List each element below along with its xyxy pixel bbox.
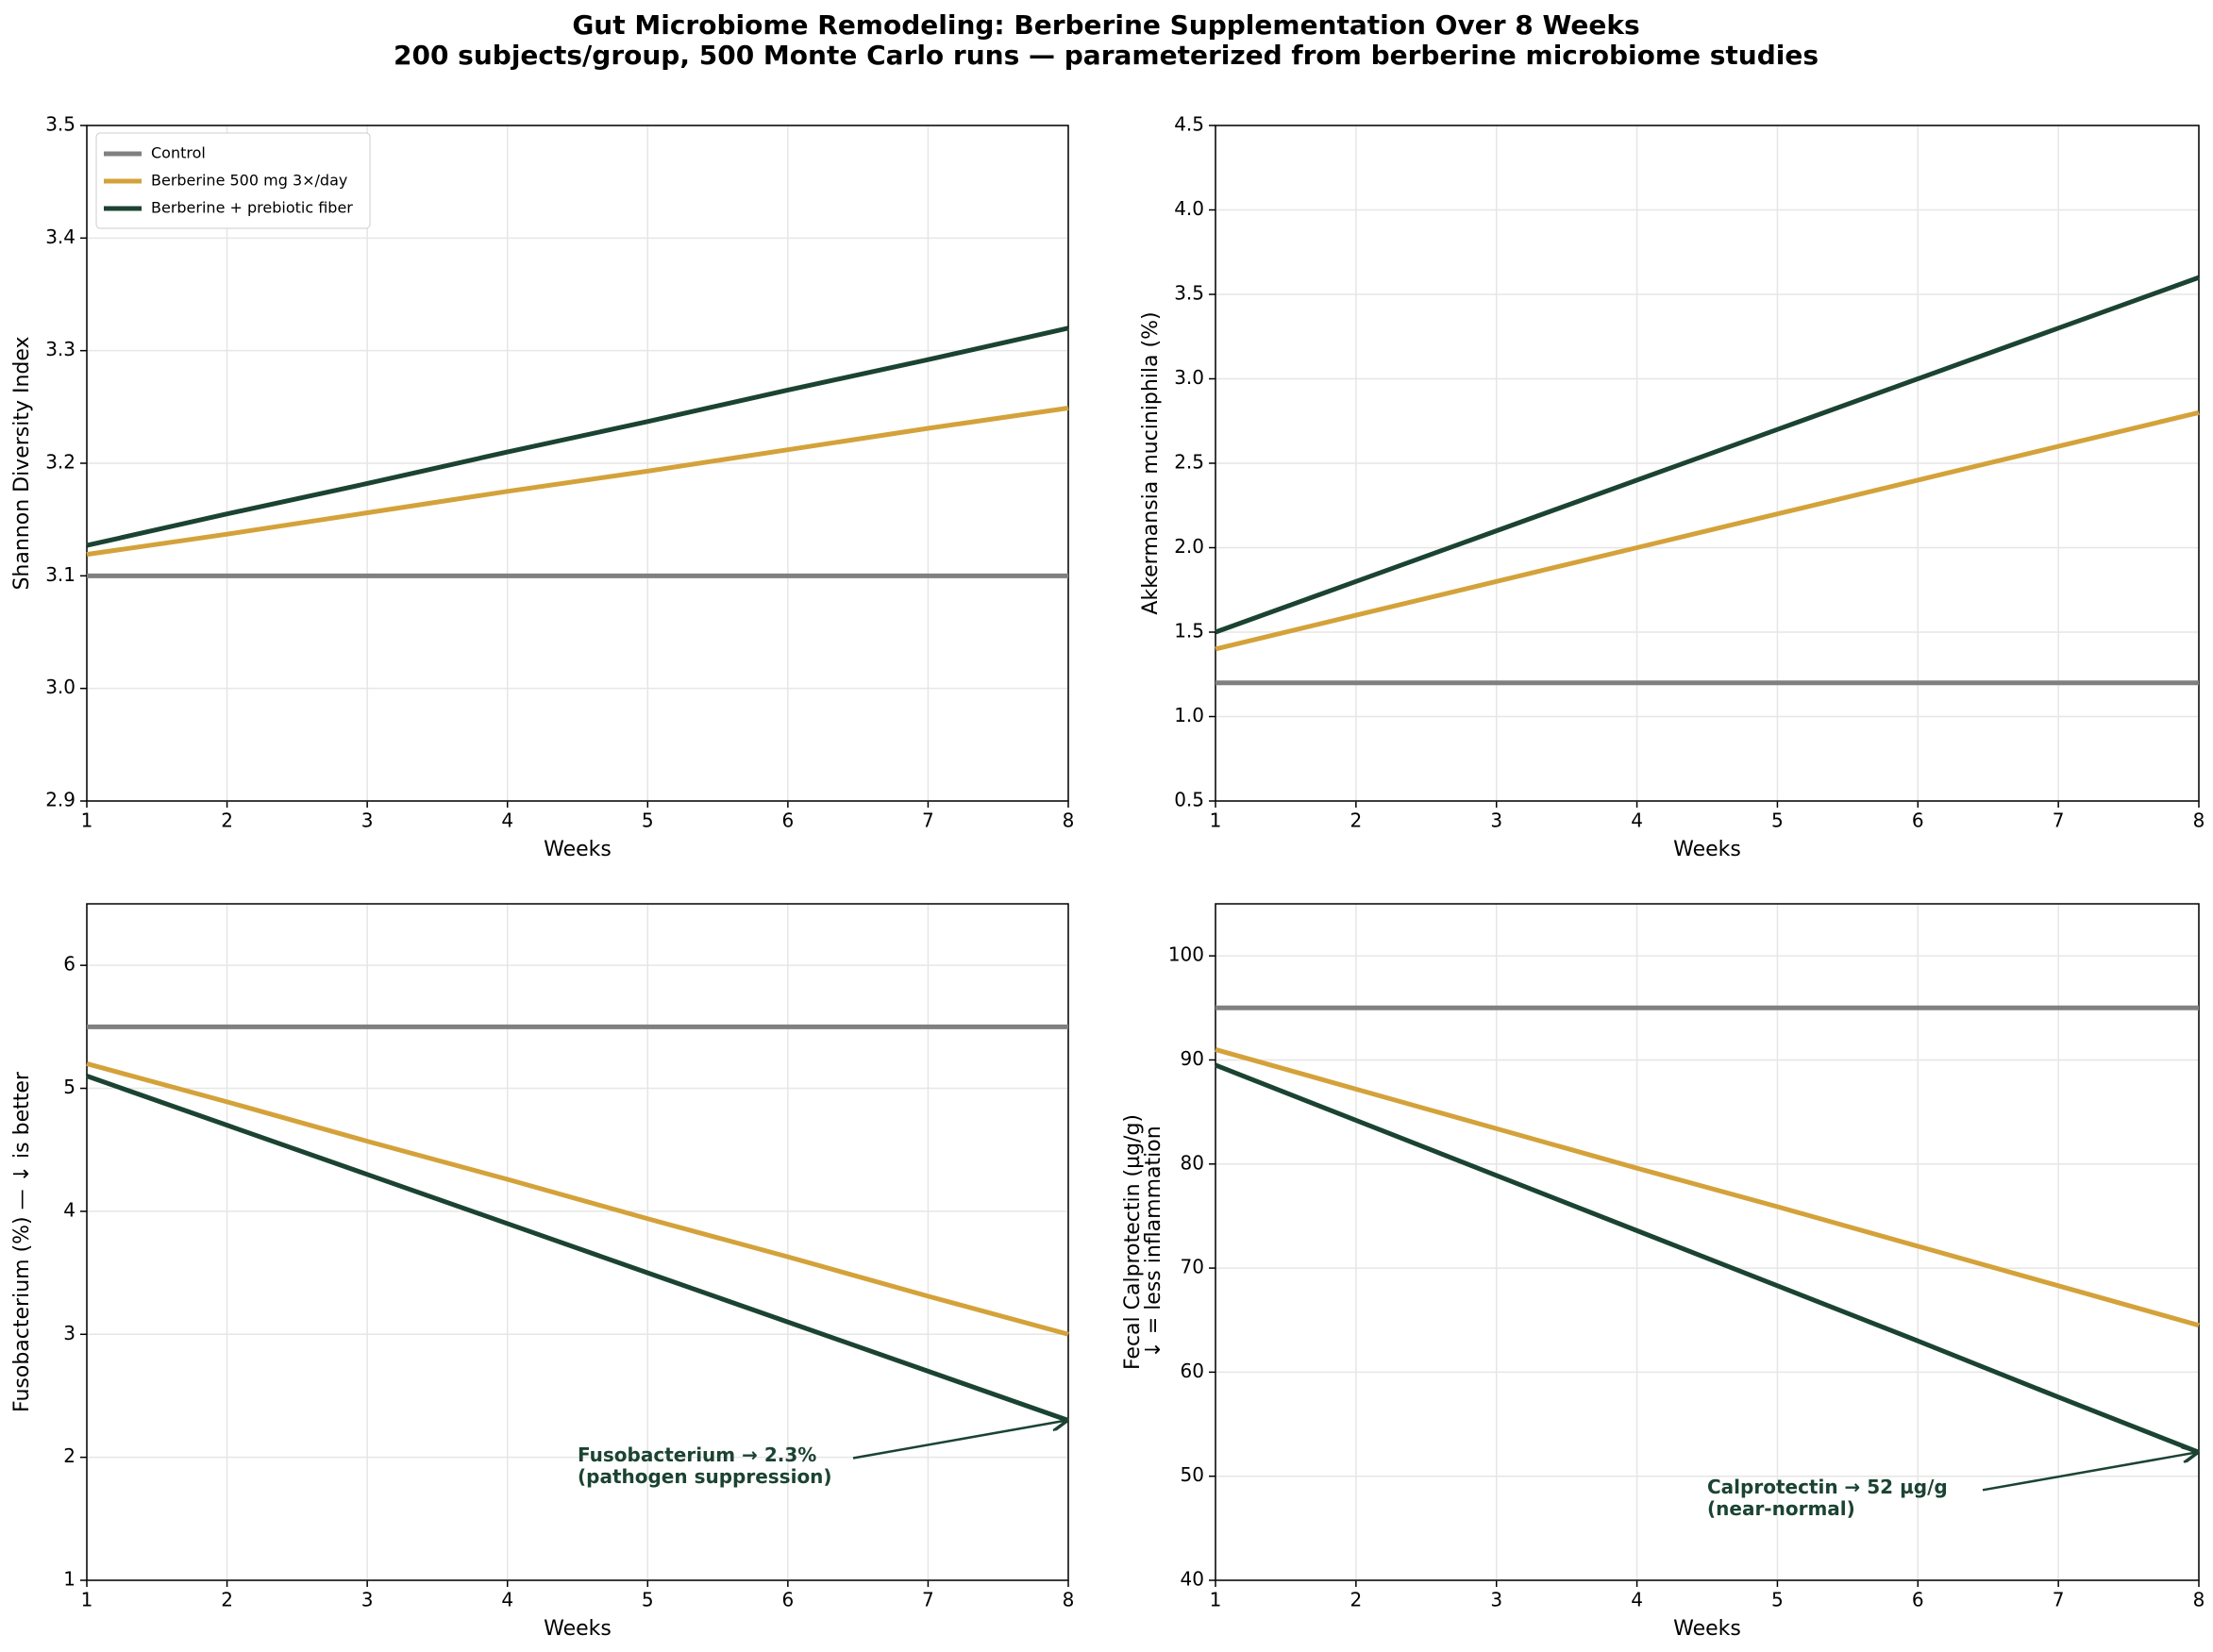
y-tick-label: 40 — [1181, 1568, 1204, 1591]
x-tick-label: 7 — [922, 1589, 934, 1611]
x-tick-label: 2 — [221, 809, 233, 832]
x-axis-label: Weeks — [1673, 1617, 1741, 1641]
y-tick-label: 0.5 — [1174, 789, 1204, 811]
y-tick-label: 100 — [1168, 943, 1204, 966]
y-tick-label: 3.3 — [45, 338, 75, 360]
x-tick-label: 2 — [1350, 1589, 1362, 1611]
x-axis-label: Weeks — [1673, 838, 1741, 861]
y-tick-label: 2 — [63, 1444, 75, 1467]
x-tick-label: 6 — [1912, 809, 1924, 832]
y-axis-label: Fecal Calprotectin (µg/g) — [1121, 1114, 1145, 1370]
line-series — [86, 325, 1069, 548]
y-tick-label: 4.5 — [1174, 113, 1204, 136]
y-tick-label: 3.1 — [45, 563, 75, 586]
subplot: 1 2 3 4 5 6 7 8 1 2 3 4 5 6 Weeks Fusobacterium (%) — ↓… — [10, 903, 1075, 1641]
x-tick-label: 4 — [1631, 809, 1643, 832]
legend-label: Berberine + prebiotic fiber — [151, 199, 353, 217]
x-tick-label: 5 — [1771, 809, 1784, 832]
x-tick-label: 4 — [501, 809, 513, 832]
y-tick-label: 2.5 — [1174, 451, 1204, 474]
y-tick-label: 4.0 — [1174, 197, 1204, 220]
y-tick-label: 3.2 — [45, 451, 75, 474]
x-tick-label: 1 — [81, 1589, 93, 1611]
x-tick-label: 4 — [501, 1589, 513, 1611]
x-tick-label: 8 — [1063, 1589, 1075, 1611]
y-axis-label: Shannon Diversity Index — [10, 336, 34, 590]
line-series — [1215, 1047, 2200, 1328]
y-tick-label: 3.5 — [45, 113, 75, 136]
annotation-text: Fusobacterium → 2.3% — [578, 1443, 816, 1466]
x-tick-label: 3 — [361, 809, 374, 832]
annotation-text: (pathogen suppression) — [578, 1465, 832, 1488]
y-tick-label: 1.0 — [1174, 704, 1204, 726]
x-tick-label: 7 — [2053, 809, 2065, 832]
annotation-arrow — [1982, 1452, 2197, 1492]
x-tick-label: 7 — [922, 809, 934, 832]
y-tick-label: 50 — [1181, 1463, 1204, 1486]
figure-subtitle: 200 subjects/group, 500 Monte Carlo runs… — [394, 40, 1819, 71]
y-tick-label: 3.5 — [1174, 282, 1204, 305]
y-axis-label: Akkermansia muciniphila (%) — [1139, 311, 1163, 614]
x-tick-label: 3 — [1490, 809, 1502, 832]
x-tick-label: 3 — [1490, 1589, 1502, 1611]
x-tick-label: 5 — [642, 809, 654, 832]
y-tick-label: 4 — [63, 1198, 75, 1221]
y-tick-label: 2.0 — [1174, 535, 1204, 558]
y-axis-label: ↓ = less inflammation — [1142, 1126, 1165, 1358]
y-tick-label: 2.9 — [45, 789, 75, 811]
x-tick-label: 8 — [1063, 809, 1075, 832]
figure-title: Gut Microbiome Remodeling: Berberine Sup… — [572, 9, 1639, 41]
y-tick-label: 5 — [63, 1076, 75, 1098]
legend-box — [95, 132, 371, 229]
line-series — [1215, 1062, 2200, 1455]
annotation-arrow — [852, 1421, 1066, 1460]
annotation-text: (near-normal) — [1707, 1497, 1855, 1520]
y-tick-label: 3.0 — [1174, 366, 1204, 389]
y-tick-label: 6 — [63, 953, 75, 976]
y-tick-label: 70 — [1181, 1256, 1204, 1278]
y-tick-label: 80 — [1181, 1151, 1204, 1174]
x-tick-label: 1 — [1210, 1589, 1222, 1611]
subplot: 1 2 3 4 5 6 7 8 2.9 3.0 3.1 3.2 3.3 3.4 3.5 Weeks Shanno… — [10, 113, 1074, 862]
y-tick-label: 1 — [63, 1568, 75, 1591]
y-tick-label: 3.4 — [45, 225, 75, 248]
x-tick-label: 5 — [642, 1589, 654, 1611]
x-tick-label: 8 — [2193, 1589, 2205, 1611]
y-axis-label: Fusobacterium (%) — ↓ is better — [10, 1071, 34, 1412]
plot-frame — [1215, 903, 2200, 1581]
line-series — [1215, 409, 2200, 652]
x-tick-label: 8 — [2193, 809, 2205, 832]
x-tick-label: 4 — [1631, 1589, 1643, 1611]
line-series — [1215, 275, 2200, 635]
y-tick-label: 3 — [63, 1322, 75, 1344]
legend-label: Berberine 500 mg 3×/day — [151, 172, 347, 190]
x-tick-label: 1 — [1210, 809, 1222, 832]
y-tick-label: 1.5 — [1174, 620, 1204, 642]
plot-frame — [1215, 125, 2200, 802]
y-tick-label: 60 — [1181, 1360, 1204, 1382]
x-tick-label: 6 — [781, 809, 794, 832]
line-series — [86, 406, 1069, 558]
x-tick-label: 3 — [361, 1589, 374, 1611]
legend-label: Control — [151, 144, 206, 162]
y-tick-label: 3.0 — [45, 676, 75, 698]
line-series — [86, 1074, 1069, 1423]
x-axis-label: Weeks — [544, 1617, 612, 1641]
line-series — [86, 1061, 1069, 1337]
x-tick-label: 6 — [781, 1589, 794, 1611]
x-tick-label: 2 — [221, 1589, 233, 1611]
x-tick-label: 2 — [1350, 809, 1362, 832]
y-tick-label: 90 — [1181, 1047, 1204, 1070]
x-tick-label: 5 — [1771, 1589, 1784, 1611]
x-tick-label: 7 — [2053, 1589, 2065, 1611]
x-tick-label: 6 — [1912, 1589, 1924, 1611]
x-axis-label: Weeks — [544, 838, 612, 861]
subplot: 1 2 3 4 5 6 7 8 0.5 1.0 1.5 2.0 2.5 3.0 3.5 4.0 4.5 Weeks… — [1139, 113, 2205, 862]
annotation-text: Calprotectin → 52 µg/g — [1707, 1476, 1948, 1498]
x-tick-label: 1 — [81, 809, 93, 832]
plot-frame — [86, 125, 1069, 802]
subplot: 1 2 3 4 5 6 7 8 40 50 60 70 80 90 100 Weeks Fecal Calpro… — [1121, 903, 2205, 1641]
plot-frame — [86, 903, 1069, 1581]
